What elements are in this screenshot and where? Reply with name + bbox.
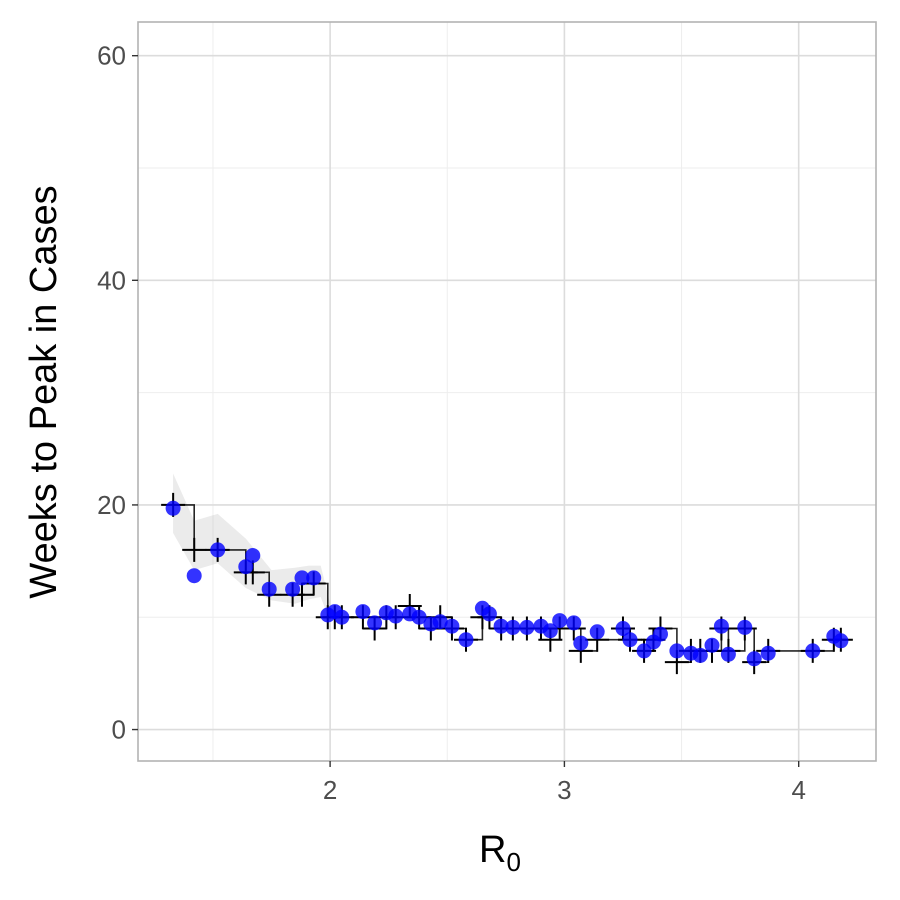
data-point-3 <box>238 559 254 575</box>
data-point-42 <box>713 618 729 634</box>
x-axis: 2 3 4 <box>323 761 806 805</box>
y-tick-label-3: 60 <box>97 41 126 71</box>
data-point-15 <box>388 608 404 624</box>
data-point-41 <box>704 637 720 653</box>
data-point-46 <box>760 645 776 661</box>
data-point-45 <box>746 651 762 667</box>
data-point-37 <box>653 626 668 642</box>
data-point-38 <box>669 643 685 659</box>
data-point-43 <box>720 646 736 662</box>
model-points-series <box>165 500 849 667</box>
x-tick-label-2: 4 <box>791 775 805 805</box>
data-point-21 <box>458 632 474 648</box>
observed-cross-1 <box>182 537 207 562</box>
data-point-0 <box>165 500 181 516</box>
data-point-17 <box>411 609 427 625</box>
y-tick-label-1: 20 <box>97 490 126 520</box>
data-point-1 <box>186 568 202 584</box>
x-axis-title-subscript: 0 <box>506 847 520 877</box>
data-point-4 <box>245 548 261 563</box>
minor-gridlines <box>138 22 876 761</box>
data-point-12 <box>355 604 371 620</box>
data-point-28 <box>542 623 558 639</box>
x-tick-label-1: 3 <box>557 775 571 805</box>
data-point-29 <box>552 613 568 629</box>
data-point-2 <box>210 542 226 558</box>
data-point-35 <box>636 643 652 659</box>
x-axis-title-main: R <box>479 829 506 871</box>
x-axis-title: R0 <box>479 829 521 877</box>
plot-panel-background <box>138 22 876 761</box>
data-point-31 <box>573 635 589 651</box>
data-point-7 <box>294 570 310 586</box>
data-point-19 <box>432 614 448 630</box>
data-point-20 <box>444 618 460 634</box>
data-point-32 <box>589 624 605 640</box>
major-gridlines <box>138 22 876 761</box>
data-point-26 <box>519 619 535 635</box>
data-point-13 <box>367 615 383 631</box>
data-point-8 <box>306 570 322 586</box>
data-point-44 <box>737 619 753 635</box>
data-point-30 <box>566 615 582 631</box>
data-point-24 <box>493 618 509 634</box>
y-tick-label-2: 40 <box>97 265 126 295</box>
y-axis-title: Weeks to Peak in Cases <box>23 185 65 598</box>
y-axis: 0 20 40 60 <box>97 41 138 745</box>
data-point-49 <box>833 633 849 649</box>
data-point-23 <box>481 606 497 622</box>
plot-panel-border <box>137 21 877 762</box>
data-point-11 <box>334 609 350 625</box>
data-point-47 <box>805 643 821 659</box>
y-tick-label-0: 0 <box>112 715 126 745</box>
data-point-33 <box>615 621 631 636</box>
data-point-6 <box>285 581 301 597</box>
x-tick-label-0: 2 <box>323 775 337 805</box>
data-point-34 <box>622 632 638 648</box>
data-point-25 <box>505 619 521 635</box>
data-point-5 <box>261 581 277 597</box>
data-point-40 <box>692 647 708 663</box>
